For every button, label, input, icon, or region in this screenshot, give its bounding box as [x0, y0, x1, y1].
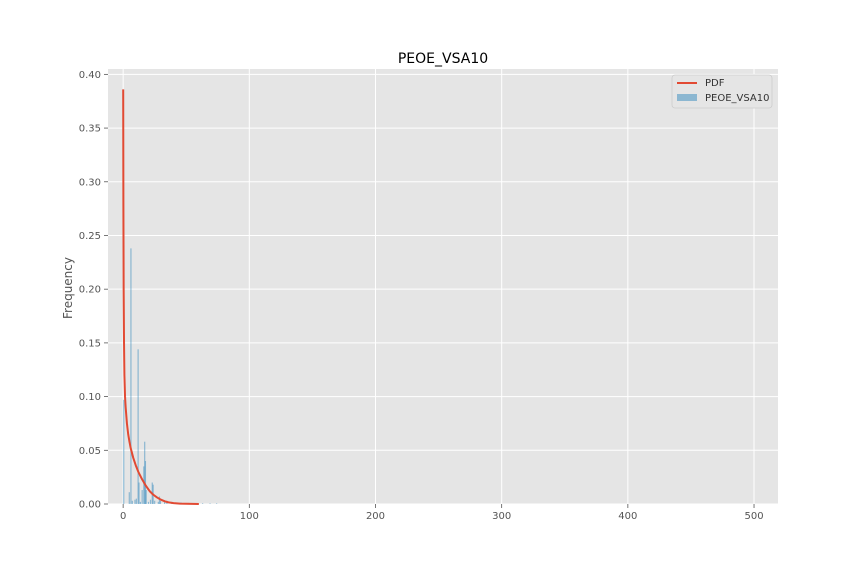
x-tick-label-2: 200	[366, 511, 385, 522]
histogram-bar-20	[158, 496, 161, 504]
histogram-bar-29	[202, 503, 204, 504]
histogram-bar-5	[135, 498, 137, 504]
x-tick-label-0: 0	[120, 511, 126, 522]
chart-title: PEOE_VSA10	[398, 51, 488, 67]
grid	[108, 69, 778, 505]
x-tick-label-4: 400	[618, 511, 637, 522]
y-tick-label-6: 0.30	[79, 177, 101, 188]
histogram-bar-14	[147, 501, 150, 504]
histogram-bar-30	[209, 503, 211, 504]
histogram-bar-12	[144, 461, 147, 504]
x-axis-ticks: 0 100 200 300 400 500	[120, 504, 764, 522]
y-tick-label-0: 0.00	[79, 500, 101, 511]
histogram-bar-2	[130, 248, 132, 504]
y-tick-label-1: 0.05	[79, 446, 101, 457]
legend: PDF PEOE_VSA10	[671, 74, 773, 109]
histogram-bar-13	[145, 490, 147, 504]
histogram-bar-11	[144, 441, 146, 504]
legend-histogram-swatch	[677, 94, 697, 101]
histogram-bar-21	[159, 500, 162, 504]
legend-pdf-label: PDF	[705, 78, 725, 89]
histogram-bar-15	[149, 499, 152, 504]
pdf-series	[122, 89, 199, 505]
y-axis-label: Frequency	[61, 257, 75, 319]
legend-histogram-label: PEOE_VSA10	[705, 93, 769, 104]
y-tick-label-8: 0.40	[79, 70, 101, 81]
histogram-bar-3	[131, 500, 133, 504]
x-tick-label-5: 500	[744, 511, 763, 522]
histogram-bar-7	[138, 482, 140, 504]
histogram-bar-19	[157, 501, 159, 504]
x-tick-label-3: 300	[492, 511, 511, 522]
histogram-bar-10	[143, 466, 145, 504]
histogram-bar-18	[154, 500, 156, 504]
histogram-bar-22	[164, 501, 166, 504]
histogram-bar-31	[216, 503, 218, 504]
x-tick-label-1: 100	[240, 511, 259, 522]
plot-background	[108, 69, 778, 504]
histogram-bar-9	[141, 490, 143, 504]
histogram-bar-1	[128, 492, 130, 504]
y-tick-label-3: 0.15	[79, 338, 101, 349]
histogram-bar-6	[137, 349, 139, 504]
y-tick-label-5: 0.25	[79, 231, 101, 242]
y-tick-label-7: 0.35	[79, 124, 101, 135]
histogram-bar-4	[134, 499, 136, 504]
histogram-bar-0	[123, 399, 125, 504]
histogram-bar-8	[139, 501, 141, 504]
pdf-line	[122, 89, 199, 505]
y-axis-ticks: 0.00 0.05 0.10 0.15 0.20 0.25 0.30 0.35 0.40	[79, 70, 108, 511]
y-tick-label-4: 0.20	[79, 285, 101, 296]
y-tick-label-2: 0.10	[79, 392, 101, 403]
